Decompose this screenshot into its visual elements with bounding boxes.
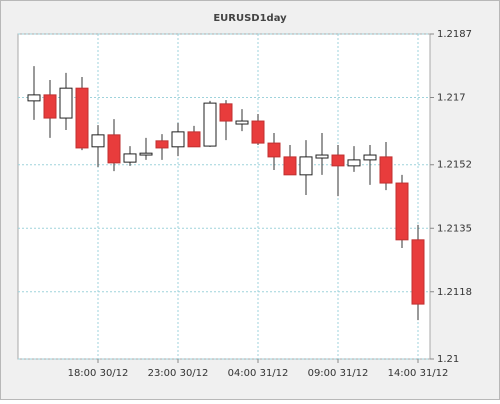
- y-tick-label: 1.2135: [437, 223, 472, 234]
- candle-body: [235, 120, 249, 125]
- candle-body: [219, 103, 233, 122]
- candle-body: [331, 154, 345, 167]
- candle-body: [411, 239, 425, 305]
- candle-body: [75, 87, 89, 149]
- candle-body: [299, 156, 313, 176]
- candle-body: [139, 152, 153, 156]
- candle-body: [187, 131, 201, 148]
- candle-body: [315, 154, 329, 159]
- y-tick-label: 1.217: [437, 93, 466, 104]
- candle-body: [91, 134, 105, 148]
- candle-body: [267, 142, 281, 158]
- x-tick-label: 04:00 31/12: [228, 368, 289, 379]
- candle-body: [171, 131, 185, 148]
- x-tick-label: 23:00 30/12: [148, 368, 209, 379]
- candle-body: [347, 159, 361, 167]
- y-tick-label: 1.2187: [437, 29, 472, 40]
- chart-title: EURUSD1day: [213, 13, 287, 24]
- x-tick-label: 14:00 31/12: [388, 368, 449, 379]
- y-tick-label: 1.2118: [437, 287, 472, 298]
- candle-body: [251, 120, 265, 144]
- x-tick-label: 09:00 31/12: [308, 368, 369, 379]
- candle-body: [107, 134, 121, 164]
- candle-body: [155, 140, 169, 149]
- y-tick-label: 1.2152: [437, 160, 472, 171]
- candle-body: [59, 87, 73, 119]
- y-tick-label: 1.21: [437, 354, 459, 365]
- candle-body: [363, 154, 377, 161]
- x-tick-label: 18:00 30/12: [68, 368, 129, 379]
- candle-body: [123, 153, 137, 163]
- candle-body: [43, 94, 57, 119]
- candle-body: [27, 94, 41, 102]
- plot-area: [17, 33, 431, 360]
- candle-body: [203, 102, 217, 147]
- candle-body: [379, 156, 393, 184]
- candle-body: [283, 156, 297, 176]
- candle-body: [395, 182, 409, 241]
